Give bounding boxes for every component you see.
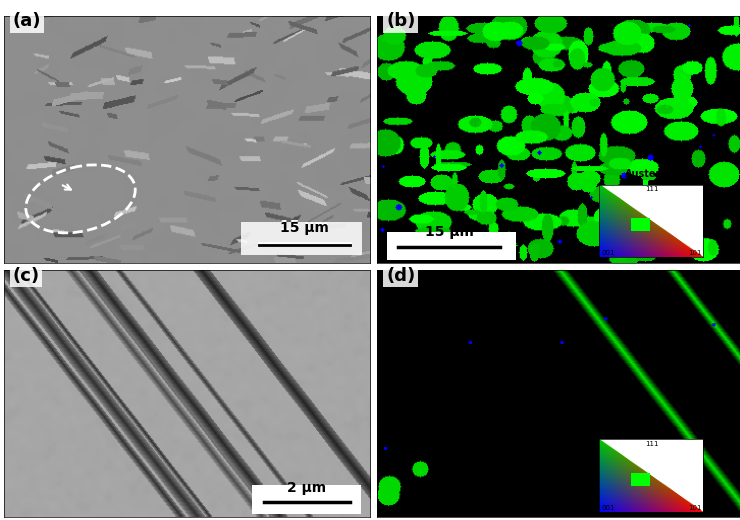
Text: 15 μm: 15 μm	[280, 219, 329, 233]
FancyBboxPatch shape	[241, 222, 363, 255]
Text: (c): (c)	[13, 267, 39, 285]
Text: 15 μm: 15 μm	[280, 222, 329, 236]
Text: 15 μm: 15 μm	[425, 225, 474, 239]
Text: (d): (d)	[386, 267, 415, 285]
Text: 111: 111	[645, 441, 659, 447]
Text: 101: 101	[688, 505, 702, 511]
Text: 001: 001	[602, 250, 616, 256]
Text: 2 μm: 2 μm	[287, 481, 326, 495]
Text: 001: 001	[602, 505, 616, 511]
Text: 111: 111	[645, 186, 659, 192]
Text: 101: 101	[688, 250, 702, 256]
Text: Austenite: Austenite	[625, 424, 679, 434]
FancyBboxPatch shape	[252, 485, 361, 514]
Text: Austenite: Austenite	[625, 169, 679, 179]
Bar	[631, 218, 650, 231]
Bar	[631, 473, 650, 486]
FancyBboxPatch shape	[387, 232, 517, 260]
Text: (a): (a)	[13, 12, 41, 30]
Text: (b): (b)	[386, 12, 415, 30]
